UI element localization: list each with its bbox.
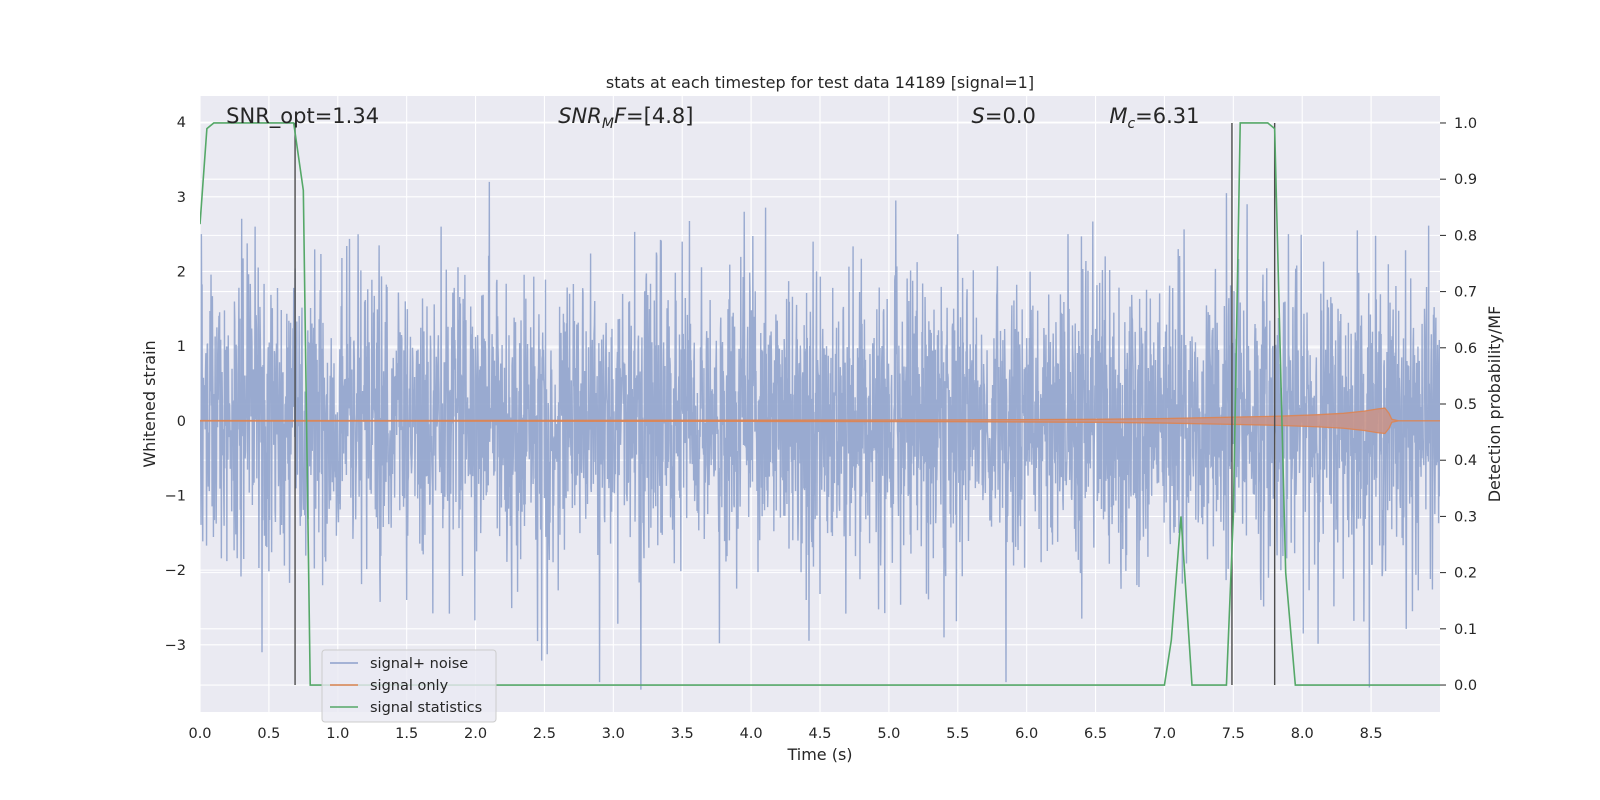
y2-tick-label: 0.5 [1454, 397, 1477, 413]
x-tick-label: 3.0 [602, 726, 625, 742]
x-tick-label: 8.5 [1360, 726, 1383, 742]
annotation-label: Mc=6.31 [1109, 104, 1199, 132]
y2-tick-label: 0.2 [1454, 566, 1477, 582]
annotation-label: S=0.0 [972, 104, 1036, 128]
y-tick-label: −1 [165, 488, 186, 504]
y-tick-label: 1 [177, 339, 186, 355]
y-tick-label: 3 [177, 190, 186, 206]
y2-tick-label: 0.9 [1454, 172, 1477, 188]
x-tick-label: 7.5 [1222, 726, 1245, 742]
x-tick-label: 1.0 [326, 726, 349, 742]
y-tick-label: −2 [165, 563, 186, 579]
legend-label-signal-plus-noise: signal+ noise [370, 656, 468, 672]
x-tick-label: 7.0 [1153, 726, 1176, 742]
x-tick-label: 2.0 [464, 726, 487, 742]
x-axis-label: Time (s) [786, 745, 852, 764]
x-tick-label: 0.5 [257, 726, 280, 742]
y2-tick-label: 0.8 [1454, 228, 1477, 244]
y2-tick-label: 0.4 [1454, 453, 1477, 469]
y2-tick-label: 0.3 [1454, 509, 1477, 525]
y-tick-label: 0 [177, 414, 186, 430]
x-tick-label: 1.5 [395, 726, 418, 742]
legend-box [321, 649, 497, 723]
legend: signal+ noise signal only signal statist… [321, 649, 497, 723]
chart-annotations: SNR_opt=1.34 SNRMF=[4.8] S=0.0 Mc=6.31 [226, 104, 1199, 132]
y-axis-ticks: 4 3 2 1 0 −1 −2 −3 [165, 115, 186, 654]
x-tick-label: 4.5 [808, 726, 831, 742]
annotation-label: SNRMF=[4.8] [558, 104, 693, 132]
chart-title: stats at each timestep for test data 141… [606, 73, 1034, 92]
y2-tick-label: 0.1 [1454, 622, 1477, 638]
y-tick-label: 4 [177, 115, 186, 131]
x-tick-label: 3.5 [671, 726, 694, 742]
x-tick-label: 5.5 [946, 726, 969, 742]
x-tick-label: 0.0 [188, 726, 211, 742]
y-tick-label: 2 [177, 264, 186, 280]
x-tick-label: 6.0 [1015, 726, 1038, 742]
x-tick-label: 6.5 [1084, 726, 1107, 742]
x-tick-label: 4.0 [740, 726, 763, 742]
x-tick-label: 5.0 [877, 726, 900, 742]
y2-tick-label: 0.0 [1454, 678, 1477, 694]
annotation-label: SNR_opt=1.34 [226, 104, 379, 129]
x-tick-label: 2.5 [533, 726, 556, 742]
y2-tick-label: 0.7 [1454, 285, 1477, 301]
y2-axis-label: Detection probability/MF [1485, 306, 1504, 503]
y2-axis-ticks: 1.0 0.9 0.8 0.7 0.6 0.5 0.4 0.3 0.2 0.1 0.0 [1440, 116, 1477, 694]
series-signal-statistics [200, 122, 1440, 686]
legend-label-signal-only: signal only [370, 678, 449, 694]
series-signal-only [200, 407, 1440, 435]
event-markers [294, 122, 1276, 686]
y-axis-label: Whitened strain [140, 340, 159, 467]
x-tick-label: 8.0 [1291, 726, 1314, 742]
series-signal-plus-noise [200, 181, 1440, 690]
legend-label-signal-statistics: signal statistics [370, 700, 482, 716]
x-axis-ticks: 0.0 0.5 1.0 1.5 2.0 2.5 3.0 3.5 4.0 4.5 5.0 5.5 6.0 6… [188, 726, 1382, 742]
y2-tick-label: 0.6 [1454, 341, 1477, 357]
y-tick-label: −3 [165, 638, 186, 654]
y2-tick-label: 1.0 [1454, 116, 1477, 132]
